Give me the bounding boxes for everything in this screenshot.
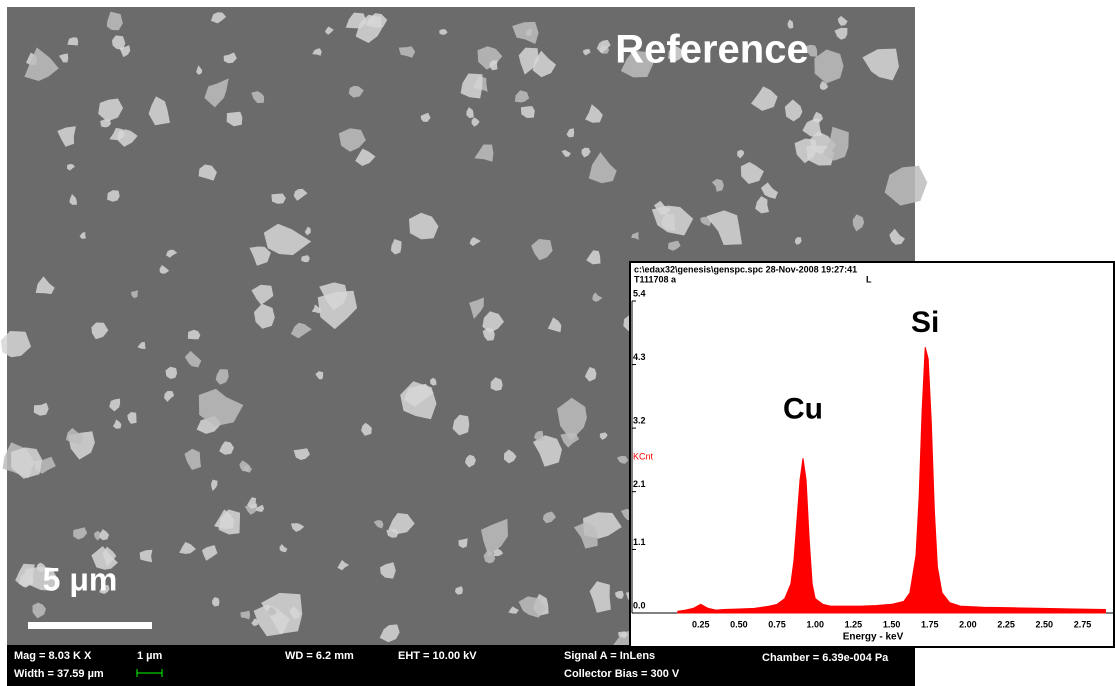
scale-label: 5 μm: [43, 561, 118, 597]
image-label: Reference: [615, 28, 808, 72]
x-tick-label: 2.50: [1036, 619, 1054, 629]
scale-bar: [28, 622, 152, 629]
x-axis-label: Energy - keV: [843, 632, 904, 643]
spectrum-subheader: T111708 a: [634, 274, 677, 284]
info-width: Width = 37.59 µm: [14, 668, 104, 680]
y-tick-label: 2.1: [633, 479, 646, 489]
x-tick-label: 2.25: [997, 619, 1015, 629]
x-tick-label: 2.75: [1074, 619, 1092, 629]
spectrum-marker: L: [866, 274, 872, 284]
x-tick-label: 1.25: [845, 619, 863, 629]
info-bar-label: 1 µm: [137, 650, 163, 662]
info-chamber: Chamber = 6.39e-004 Pa: [762, 652, 889, 664]
peak-label: Si: [911, 306, 939, 339]
x-tick-label: 1.75: [921, 619, 939, 629]
info-signal: Signal A = InLens: [564, 650, 655, 662]
x-tick-label: 0.75: [768, 619, 786, 629]
x-tick-label: 0.25: [692, 619, 710, 629]
y-axis-label: KCnt: [633, 451, 654, 461]
y-tick-label: 5.4: [633, 288, 646, 298]
y-tick-label: 1.1: [633, 537, 646, 547]
x-tick-label: 0.50: [730, 619, 748, 629]
info-wd: WD = 6.2 mm: [285, 650, 354, 662]
info-eht: EHT = 10.00 kV: [398, 650, 477, 662]
x-tick-label: 1.50: [883, 619, 901, 629]
y-tick-label: 4.3: [633, 352, 646, 362]
peak-label: Cu: [783, 393, 823, 426]
spectrum-header: c:\edax32\genesis\genspc.spc 28-Nov-2008…: [634, 264, 857, 274]
y-tick-label: 3.2: [633, 415, 646, 425]
page: {"image": {"label": "Reference", "scale_…: [0, 0, 1115, 686]
info-mag: Mag = 8.03 K X: [14, 650, 92, 662]
x-tick-label: 1.00: [806, 619, 824, 629]
y-tick-label: 0.0: [633, 600, 646, 610]
info-bias: Collector Bias = 300 V: [564, 668, 680, 680]
x-tick-label: 2.00: [959, 619, 977, 629]
figure: 5 μm Mag = 8.03 K X Width = 37.59 µm 1 µ…: [0, 0, 1115, 686]
spectrum-panel: [630, 262, 1114, 647]
